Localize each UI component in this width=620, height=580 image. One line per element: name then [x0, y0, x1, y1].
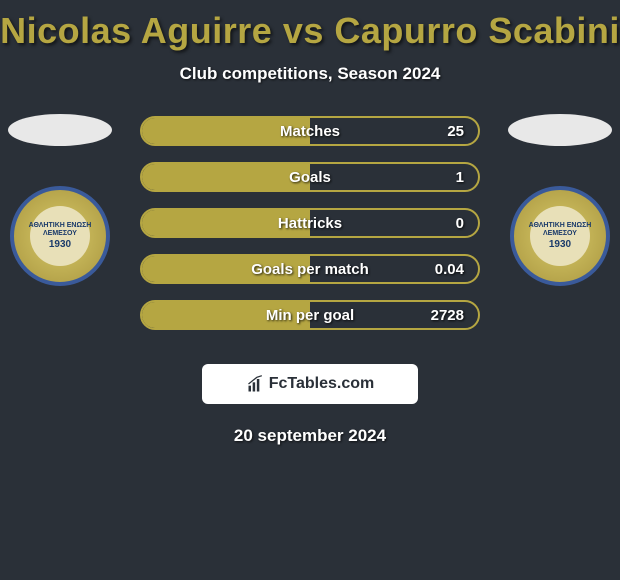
source-logo: FcTables.com: [246, 374, 375, 394]
bar-min-per-goal: Min per goal 2728: [140, 300, 480, 330]
stats-area: ΑΘΛΗΤΙΚΗ ΕΝΩΣΗ ΛΕΜΕΣΟΥ 1930 Matches 25 G…: [0, 116, 620, 346]
bar-label: Min per goal: [266, 307, 354, 324]
club-badge-right: ΑΘΛΗΤΙΚΗ ΕΝΩΣΗ ΛΕΜΕΣΟΥ 1930: [510, 186, 610, 286]
bar-label: Matches: [280, 123, 340, 140]
bar-label: Goals: [289, 169, 331, 186]
bar-goals: Goals 1: [140, 162, 480, 192]
chart-icon: [246, 374, 266, 394]
source-logo-box: FcTables.com: [202, 364, 418, 404]
badge-text: ΑΘΛΗΤΙΚΗ ΕΝΩΣΗ ΛΕΜΕΣΟΥ 1930: [14, 222, 106, 250]
date-text: 20 september 2024: [0, 426, 620, 446]
source-logo-text: FcTables.com: [269, 375, 375, 393]
bar-hattricks: Hattricks 0: [140, 208, 480, 238]
bar-value: 25: [447, 123, 464, 140]
club-badge-left: ΑΘΛΗΤΙΚΗ ΕΝΩΣΗ ΛΕΜΕΣΟΥ 1930: [10, 186, 110, 286]
badge-year: 1930: [14, 239, 106, 250]
stat-bars: Matches 25 Goals 1 Hattricks 0 Goals per…: [140, 116, 480, 346]
bar-value: 2728: [431, 307, 464, 324]
badge-top-text: ΑΘΛΗΤΙΚΗ ΕΝΩΣΗ ΛΕΜΕΣΟΥ: [14, 222, 106, 237]
bar-value: 0: [456, 215, 464, 232]
player-right-oval: [508, 114, 612, 146]
bar-label: Hattricks: [278, 215, 342, 232]
player-left-column: ΑΘΛΗΤΙΚΗ ΕΝΩΣΗ ΛΕΜΕΣΟΥ 1930: [0, 116, 120, 286]
player-right-column: ΑΘΛΗΤΙΚΗ ΕΝΩΣΗ ΛΕΜΕΣΟΥ 1930: [500, 116, 620, 286]
page-title: Nicolas Aguirre vs Capurro Scabini: [0, 0, 620, 52]
player-left-oval: [8, 114, 112, 146]
badge-year: 1930: [514, 239, 606, 250]
subtitle: Club competitions, Season 2024: [0, 64, 620, 84]
badge-text: ΑΘΛΗΤΙΚΗ ΕΝΩΣΗ ΛΕΜΕΣΟΥ 1930: [514, 222, 606, 250]
bar-label: Goals per match: [251, 261, 369, 278]
bar-goals-per-match: Goals per match 0.04: [140, 254, 480, 284]
bar-value: 0.04: [435, 261, 464, 278]
bar-value: 1: [456, 169, 464, 186]
bar-matches: Matches 25: [140, 116, 480, 146]
bar-fill: [142, 164, 310, 190]
badge-top-text: ΑΘΛΗΤΙΚΗ ΕΝΩΣΗ ΛΕΜΕΣΟΥ: [514, 222, 606, 237]
